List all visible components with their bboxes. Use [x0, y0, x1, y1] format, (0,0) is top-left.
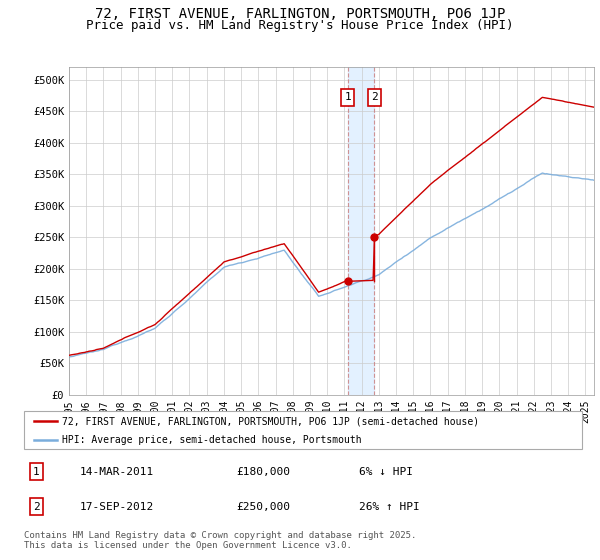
Text: 1: 1	[344, 92, 351, 102]
Text: 14-MAR-2011: 14-MAR-2011	[80, 467, 154, 477]
Text: 2: 2	[33, 502, 40, 512]
Text: 26% ↑ HPI: 26% ↑ HPI	[359, 502, 419, 512]
Text: £180,000: £180,000	[236, 467, 290, 477]
Text: 2: 2	[371, 92, 377, 102]
Text: 72, FIRST AVENUE, FARLINGTON, PORTSMOUTH, PO6 1JP: 72, FIRST AVENUE, FARLINGTON, PORTSMOUTH…	[95, 7, 505, 21]
Text: 17-SEP-2012: 17-SEP-2012	[80, 502, 154, 512]
Text: 6% ↓ HPI: 6% ↓ HPI	[359, 467, 413, 477]
Text: £250,000: £250,000	[236, 502, 290, 512]
Text: 1: 1	[33, 467, 40, 477]
Text: Price paid vs. HM Land Registry's House Price Index (HPI): Price paid vs. HM Land Registry's House …	[86, 19, 514, 32]
FancyBboxPatch shape	[24, 411, 582, 449]
Text: 72, FIRST AVENUE, FARLINGTON, PORTSMOUTH, PO6 1JP (semi-detached house): 72, FIRST AVENUE, FARLINGTON, PORTSMOUTH…	[62, 416, 479, 426]
Text: HPI: Average price, semi-detached house, Portsmouth: HPI: Average price, semi-detached house,…	[62, 435, 362, 445]
Bar	[348, 67, 374, 395]
Text: Contains HM Land Registry data © Crown copyright and database right 2025.
This d: Contains HM Land Registry data © Crown c…	[24, 531, 416, 550]
